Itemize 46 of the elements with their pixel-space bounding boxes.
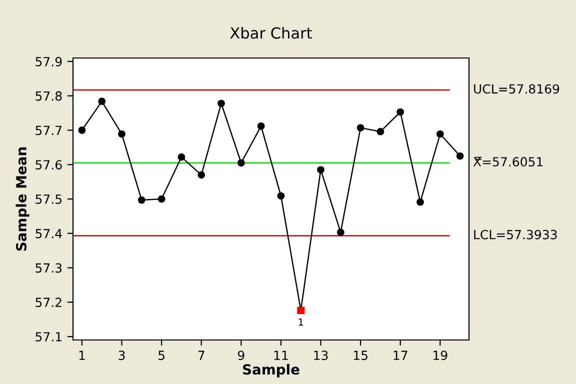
ref-line-label: X̿=57.6051: [473, 156, 543, 166]
point: [98, 98, 106, 106]
point: [297, 306, 305, 314]
y-tick-label: 57.7: [36, 126, 62, 136]
annotation: 1: [298, 318, 304, 326]
y-tick-label: 57.6: [36, 160, 62, 170]
point: [178, 153, 186, 161]
point: [78, 126, 86, 134]
y-tick-label: 57.9: [36, 56, 62, 66]
x-tick-label: 15: [354, 350, 368, 360]
y-axis-title: Sample Mean: [16, 147, 30, 251]
chart-title: Xbar Chart: [230, 26, 312, 39]
x-tick-label: 13: [314, 350, 328, 360]
point: [218, 100, 225, 108]
x-tick-label: 17: [394, 350, 408, 360]
point: [158, 195, 166, 203]
y-tick-label: 57.4: [36, 229, 62, 238]
ref-line-label: LCL=57.3933: [474, 230, 557, 240]
x-tick-label: 5: [158, 350, 164, 360]
point: [317, 166, 324, 174]
x-tick-label: 3: [118, 350, 125, 360]
point: [356, 124, 364, 132]
point: [198, 171, 206, 179]
point: [118, 130, 126, 138]
y-tick-label: 57.8: [36, 91, 62, 101]
y-tick-label: 57.2: [36, 298, 62, 308]
point: [277, 192, 285, 200]
ref-line-label: UCL=57.8169: [474, 84, 560, 94]
point: [416, 198, 424, 206]
x-tick-label: 9: [238, 350, 244, 360]
x-axis-title: Sample: [243, 364, 300, 378]
y-tick-label: 57.1: [36, 332, 62, 342]
point: [138, 196, 146, 204]
point: [456, 152, 464, 160]
point: [257, 122, 265, 130]
x-tick-label: 7: [198, 350, 204, 360]
x-tick-label: 1: [79, 350, 85, 360]
y-tick-label: 57.5: [36, 194, 62, 204]
y-tick-label: 57.3: [36, 263, 62, 273]
point: [396, 108, 404, 116]
x-tick-label: 19: [434, 350, 448, 360]
point: [237, 159, 245, 167]
point: [336, 228, 344, 236]
point: [436, 130, 444, 138]
x-tick-label: 11: [274, 350, 288, 360]
point: [376, 128, 384, 136]
